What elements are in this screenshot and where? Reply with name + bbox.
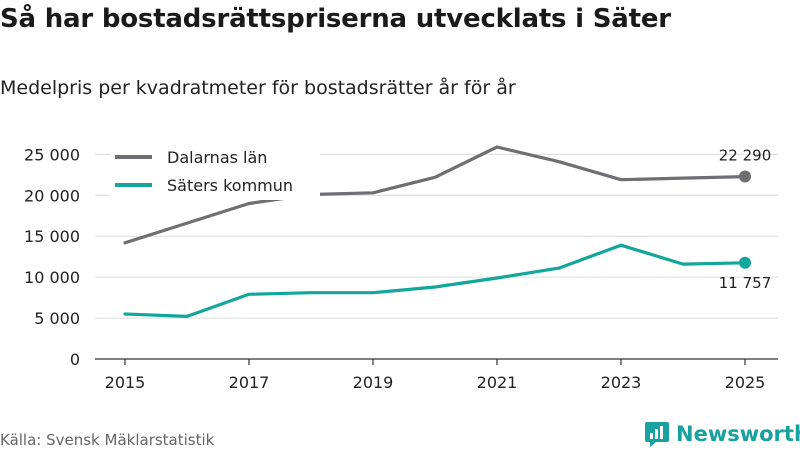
newsworthy-logo-icon — [645, 422, 669, 447]
series-line-dalarnas-lan — [123, 145, 747, 245]
end-value-labels: 22 290 11 757 — [719, 147, 772, 292]
x-axis: 2015 2017 2019 2021 2023 2025 — [95, 358, 778, 392]
chart-subtitle: Medelpris per kvadratmeter för bostadsrä… — [0, 77, 516, 99]
brand-logo: Newsworthy — [644, 418, 800, 450]
end-value-label: 11 757 — [719, 274, 772, 292]
y-tick-label: 5 000 — [34, 309, 80, 328]
legend-label: Säters kommun — [167, 176, 293, 195]
end-point-marker — [739, 170, 751, 183]
x-tick-label: 2015 — [105, 373, 146, 392]
brand-name: Newsworthy — [676, 422, 800, 446]
legend-label: Dalarnas län — [167, 148, 267, 167]
y-tick-label: 20 000 — [24, 186, 80, 205]
source-note: Källa: Svensk Mäklarstatistik — [0, 431, 215, 449]
x-tick-label: 2025 — [725, 373, 766, 392]
x-tick-label: 2021 — [477, 373, 518, 392]
end-point-marker — [739, 256, 751, 269]
legend-background — [110, 144, 320, 200]
legend: Dalarnas län Säters kommun — [110, 144, 320, 200]
x-tick-label: 2017 — [229, 373, 270, 392]
x-tick-label: 2023 — [601, 373, 642, 392]
y-tick-label: 15 000 — [24, 227, 80, 246]
end-value-label: 22 290 — [719, 147, 772, 165]
y-axis-tick-labels: 0 5 000 10 000 15 000 20 000 25 000 — [24, 145, 80, 369]
y-tick-label: 25 000 — [24, 145, 80, 164]
chart-title: Så har bostadsrättspriserna utvecklats i… — [0, 4, 671, 34]
x-tick-label: 2019 — [353, 373, 394, 392]
y-tick-label: 10 000 — [24, 268, 80, 287]
y-tick-label: 0 — [70, 350, 80, 369]
series-line-saters-kommun — [123, 243, 747, 318]
series-lines — [123, 145, 751, 318]
